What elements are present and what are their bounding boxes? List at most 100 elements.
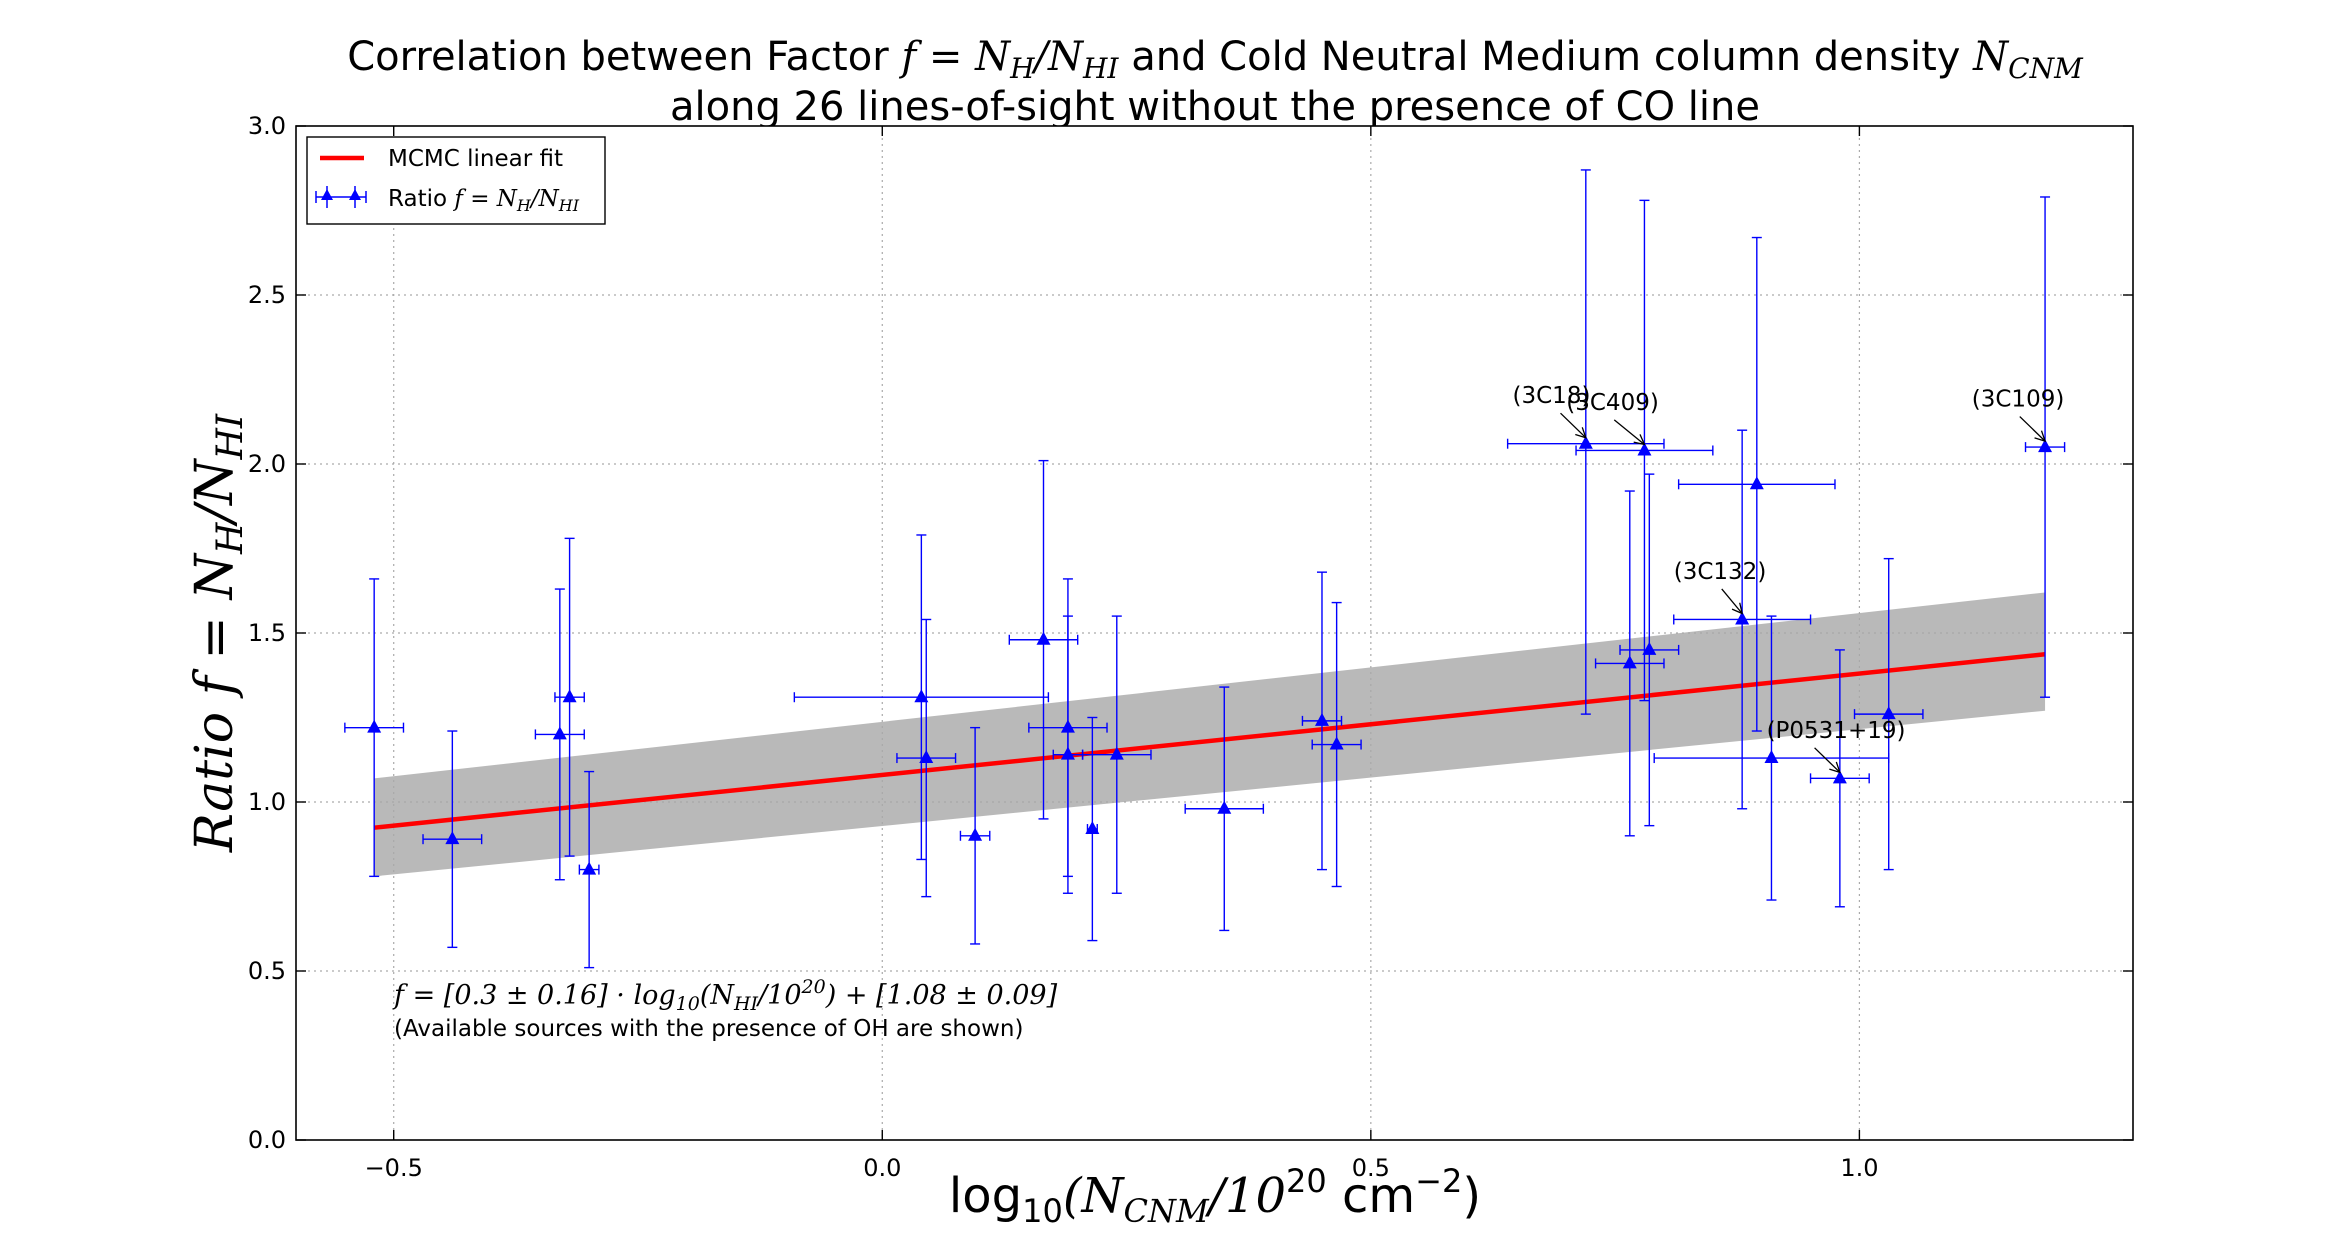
y-tick-label: 1.0 bbox=[248, 788, 286, 816]
data-point bbox=[534, 588, 585, 881]
ylabel-ratio: Ratio bbox=[185, 712, 245, 853]
annotation-label: (3C109) bbox=[1972, 387, 2065, 413]
annotations: (3C18)(3C409) (3C109) (3C132) (P0531+19) bbox=[1513, 383, 2065, 774]
data-point bbox=[2024, 196, 2066, 698]
data-point bbox=[422, 730, 483, 949]
triangle-marker bbox=[1085, 821, 1100, 835]
x-axis-label: log10(NCNM/1020 cm−2) bbox=[949, 1162, 1481, 1230]
xlabel-math: (N bbox=[1063, 1168, 1126, 1224]
equation-mid: (N bbox=[700, 980, 736, 1011]
triangle-marker bbox=[1217, 800, 1232, 814]
triangle-marker bbox=[1036, 631, 1051, 645]
xlabel-sub: 10 bbox=[1022, 1192, 1063, 1230]
legend-box bbox=[306, 136, 606, 225]
legend-ratio-math: f = N bbox=[452, 186, 517, 212]
annotation-arrow bbox=[1721, 588, 1743, 614]
triangle-marker bbox=[2038, 439, 2053, 453]
annotation-label: (3C18) bbox=[1513, 383, 1591, 409]
data-point bbox=[578, 770, 600, 969]
fit-note: (Available sources with the presence of … bbox=[394, 1016, 1023, 1042]
equation-rest: /10 bbox=[755, 980, 801, 1011]
triangle-marker bbox=[1764, 750, 1779, 764]
triangle-marker bbox=[1881, 706, 1896, 720]
xlabel-rest: /10 bbox=[1205, 1168, 1286, 1224]
x-tick-label: 1.0 bbox=[1840, 1154, 1878, 1182]
xlabel-prefix: log bbox=[949, 1168, 1022, 1224]
triangle-marker bbox=[367, 719, 382, 733]
legend-ratio-text: Ratio bbox=[388, 186, 454, 212]
triangle-marker bbox=[1637, 442, 1652, 456]
annotation: (3C109) bbox=[1972, 387, 2065, 443]
annotation-label: (3C409) bbox=[1566, 390, 1659, 416]
data-point bbox=[1619, 473, 1680, 827]
chart-title-line2: along 26 lines-of-sight without the pres… bbox=[670, 84, 1760, 130]
legend-ratio-sub-h: H bbox=[516, 196, 532, 215]
triangle-marker bbox=[552, 726, 567, 740]
legend-ratio-label: Ratio f = NH/NHI bbox=[388, 186, 580, 215]
ylabel-f: f = N bbox=[185, 552, 245, 711]
title-math2: N bbox=[1972, 34, 2010, 80]
legend-ratio-slash: /N bbox=[529, 186, 560, 212]
triangle-marker bbox=[1832, 770, 1847, 784]
xlabel-sup-neg2: −2 bbox=[1415, 1162, 1462, 1200]
triangle-marker bbox=[919, 750, 934, 764]
fit-equation: f = [0.3 ± 0.16] · log10(NHI/1020) + [1.… bbox=[392, 976, 1058, 1015]
annotation: (P0531+19) bbox=[1767, 718, 1905, 774]
triangle-marker bbox=[445, 831, 460, 845]
triangle-marker bbox=[1642, 641, 1657, 655]
x-tick-label: 0.5 bbox=[1352, 1154, 1390, 1182]
data-point bbox=[1594, 490, 1665, 837]
data-point bbox=[959, 726, 991, 945]
triangle-marker bbox=[914, 689, 929, 703]
x-tick-label: −0.5 bbox=[365, 1154, 423, 1182]
legend: MCMC linear fit Ratio f = NH/NHI bbox=[306, 136, 606, 225]
title-middle: and Cold Neutral Medium column density bbox=[1119, 34, 1974, 80]
equation-body: = [0.3 ± 0.16] · log bbox=[404, 980, 676, 1011]
xlabel-sup20: 20 bbox=[1286, 1162, 1327, 1200]
title-sub-cnm: CNM bbox=[2008, 52, 2084, 85]
data-point bbox=[1301, 571, 1343, 871]
y-tick-label: 0.5 bbox=[248, 957, 286, 985]
annotation-arrowhead bbox=[2034, 430, 2047, 443]
plot-area: (3C18)(3C409) (3C109) (3C132) (P0531+19) bbox=[295, 125, 2134, 1141]
triangle-marker bbox=[582, 861, 597, 875]
ylabel-slash: /N bbox=[185, 458, 245, 528]
xlabel-close: ) bbox=[1462, 1168, 1481, 1224]
data-point bbox=[1677, 236, 1836, 732]
legend-ratio-sub-hi: HI bbox=[558, 196, 580, 215]
data-point bbox=[1081, 615, 1152, 894]
title-math1: f = N bbox=[898, 34, 1012, 80]
y-ticks: 0.0 0.5 1.0 1.5 2.0 2.5 3.0 bbox=[248, 112, 2133, 1154]
triangle-marker bbox=[1749, 476, 1764, 490]
triangle-marker bbox=[1735, 611, 1750, 625]
annotation-arrowhead bbox=[1829, 761, 1841, 774]
data-point bbox=[554, 537, 585, 857]
data-point bbox=[1311, 601, 1362, 888]
y-axis-label: Ratio f = NH/NHI bbox=[185, 413, 251, 853]
legend-ratio-swatch bbox=[315, 186, 367, 208]
x-tick-label: 0.0 bbox=[863, 1154, 901, 1182]
data-point bbox=[1052, 615, 1084, 894]
annotation-arrow bbox=[1613, 419, 1645, 445]
equation-sub-hi: HI bbox=[733, 993, 759, 1015]
data-point bbox=[1575, 199, 1714, 702]
data-point bbox=[1809, 649, 1870, 908]
title-sub-h: H bbox=[1009, 52, 1035, 85]
data-point bbox=[1853, 557, 1924, 871]
ylabel-sub-hi: HI bbox=[210, 413, 251, 460]
data-points bbox=[344, 169, 2066, 969]
xlabel-unit: cm bbox=[1327, 1168, 1415, 1224]
annotation-arrowhead bbox=[1633, 434, 1646, 446]
data-point bbox=[1673, 429, 1812, 810]
annotation-arrow bbox=[1560, 412, 1587, 439]
annotation-arrowhead bbox=[1575, 427, 1587, 439]
annotation-label: (3C132) bbox=[1674, 559, 1767, 585]
xlabel-sub-cnm: CNM bbox=[1124, 1192, 1210, 1230]
data-point bbox=[793, 534, 1050, 861]
triangle-marker bbox=[1109, 746, 1124, 760]
equation-sup20: 20 bbox=[801, 976, 826, 998]
y-tick-label: 1.5 bbox=[248, 619, 286, 647]
annotation: (3C132) bbox=[1674, 559, 1767, 615]
annotation-arrow bbox=[1814, 747, 1841, 773]
